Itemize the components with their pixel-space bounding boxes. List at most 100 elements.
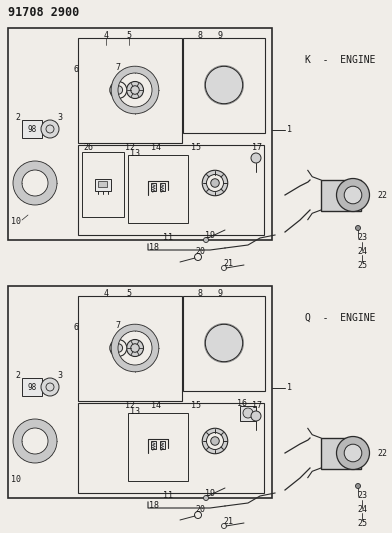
Bar — [151, 441, 156, 449]
Text: Q  -  ENGINE: Q - ENGINE — [305, 313, 376, 323]
Bar — [78, 145, 264, 235]
Bar — [183, 296, 265, 391]
Circle shape — [356, 483, 361, 489]
Circle shape — [236, 76, 239, 79]
Text: 8: 8 — [198, 31, 203, 41]
Text: 13: 13 — [130, 149, 140, 157]
Circle shape — [223, 326, 225, 329]
Bar — [160, 183, 165, 191]
Circle shape — [344, 444, 362, 462]
Circle shape — [114, 344, 123, 352]
Text: 24: 24 — [357, 505, 367, 514]
Text: 6: 6 — [73, 66, 78, 75]
Circle shape — [202, 170, 228, 196]
Bar — [160, 441, 165, 449]
Wedge shape — [111, 324, 159, 372]
Text: 15: 15 — [191, 401, 201, 410]
Text: 22: 22 — [377, 190, 387, 199]
Bar — [8, 28, 272, 240]
Circle shape — [236, 349, 239, 352]
Text: 10: 10 — [11, 217, 21, 227]
Circle shape — [211, 437, 219, 445]
Circle shape — [110, 82, 127, 99]
Circle shape — [209, 334, 212, 337]
Bar — [78, 296, 182, 401]
Circle shape — [251, 153, 261, 163]
Text: 14: 14 — [151, 401, 161, 410]
Text: 19: 19 — [205, 231, 215, 240]
Bar — [78, 38, 182, 143]
Bar — [98, 181, 107, 187]
Bar — [128, 413, 188, 481]
Bar — [321, 438, 361, 469]
Circle shape — [41, 120, 59, 138]
Circle shape — [336, 437, 370, 470]
Circle shape — [127, 82, 143, 99]
Circle shape — [41, 378, 59, 396]
Wedge shape — [13, 161, 57, 205]
Circle shape — [114, 86, 123, 94]
Text: 10: 10 — [11, 475, 21, 484]
Circle shape — [127, 340, 143, 357]
Circle shape — [243, 408, 253, 418]
Bar — [22, 120, 42, 138]
Circle shape — [356, 225, 361, 230]
Text: 17: 17 — [252, 143, 262, 152]
Text: 19: 19 — [205, 489, 215, 498]
Wedge shape — [13, 419, 57, 463]
Text: 6: 6 — [73, 324, 78, 333]
Circle shape — [203, 496, 209, 500]
Text: 20: 20 — [195, 247, 205, 256]
Wedge shape — [111, 66, 159, 114]
Text: 25: 25 — [357, 261, 367, 270]
Text: 12: 12 — [125, 143, 135, 152]
Text: 1: 1 — [287, 125, 292, 134]
Circle shape — [207, 174, 223, 191]
Circle shape — [205, 66, 243, 104]
Text: 14: 14 — [151, 143, 161, 152]
Text: 23: 23 — [357, 233, 367, 243]
Bar — [321, 180, 361, 211]
Text: 21: 21 — [223, 518, 233, 527]
Circle shape — [236, 334, 239, 337]
Text: 98: 98 — [27, 383, 36, 392]
Text: 24: 24 — [357, 247, 367, 256]
Circle shape — [223, 99, 225, 102]
Text: 26: 26 — [83, 143, 93, 152]
Bar — [128, 155, 188, 223]
Text: 22: 22 — [377, 448, 387, 457]
Circle shape — [212, 73, 236, 97]
Text: 15: 15 — [191, 143, 201, 152]
Bar — [183, 38, 265, 133]
Text: 11: 11 — [163, 233, 173, 243]
Text: 2: 2 — [16, 370, 20, 379]
Text: 13: 13 — [130, 407, 140, 416]
Text: 12: 12 — [125, 401, 135, 410]
Bar — [151, 183, 156, 191]
Bar — [78, 403, 264, 493]
Bar — [82, 152, 124, 217]
Circle shape — [205, 324, 243, 362]
Bar — [240, 406, 256, 421]
Circle shape — [236, 91, 239, 94]
Circle shape — [251, 411, 261, 421]
Text: 3: 3 — [58, 112, 62, 122]
Circle shape — [336, 179, 370, 212]
Text: 4: 4 — [103, 31, 109, 41]
Circle shape — [223, 357, 225, 360]
Text: 98: 98 — [27, 125, 36, 133]
Circle shape — [218, 79, 230, 91]
Text: 4: 4 — [103, 289, 109, 298]
Circle shape — [202, 428, 228, 454]
Text: 7: 7 — [116, 63, 120, 72]
Circle shape — [223, 68, 225, 71]
Circle shape — [218, 337, 230, 349]
Circle shape — [211, 179, 219, 187]
Text: 1: 1 — [287, 384, 292, 392]
Bar — [22, 378, 42, 396]
Text: 5: 5 — [127, 289, 131, 298]
Text: 23: 23 — [357, 491, 367, 500]
Text: 20: 20 — [195, 505, 205, 514]
Text: 2: 2 — [16, 112, 20, 122]
Text: 11: 11 — [163, 491, 173, 500]
